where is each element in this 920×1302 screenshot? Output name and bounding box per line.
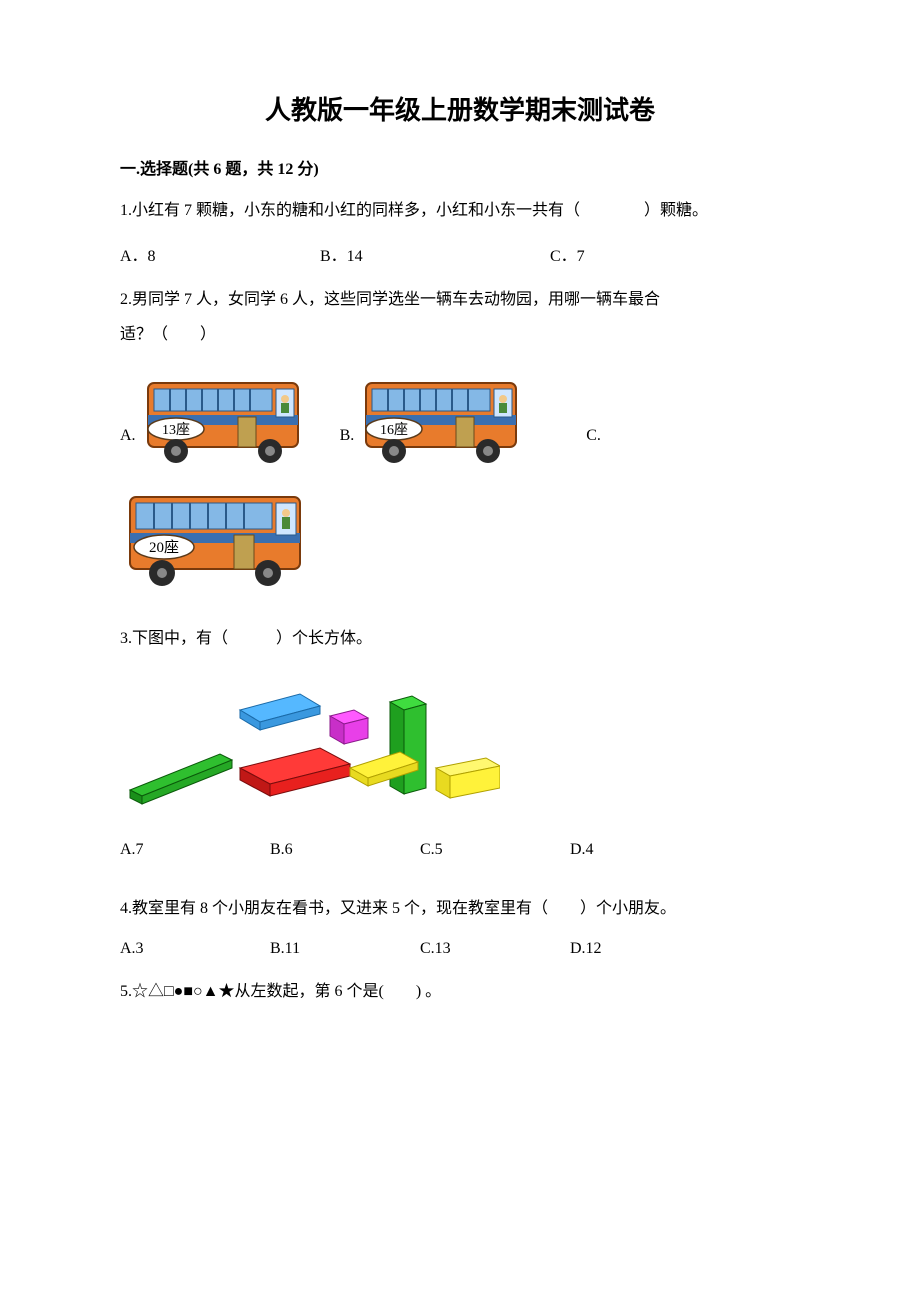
q4-option-b: B.11 <box>270 940 420 958</box>
q2-option-a-label: A. <box>120 427 136 473</box>
exam-title: 人教版一年级上册数学期末测试卷 <box>120 90 800 127</box>
q3-option-a: A.7 <box>120 841 270 859</box>
section-1-heading: 一.选择题(共 6 题，共 12 分) <box>120 155 800 179</box>
q3-option-d: D.4 <box>570 841 720 859</box>
q3-option-b: B.6 <box>270 841 420 859</box>
red-slab-shape <box>240 748 350 796</box>
q4-option-a: A.3 <box>120 940 270 958</box>
bus-icon: 16座 <box>358 373 528 468</box>
q4-option-c: C.13 <box>420 940 570 958</box>
blue-parallelogram-shape <box>240 694 320 730</box>
q4-options: A.3 B.11 C.13 D.12 <box>120 940 800 958</box>
q1-option-a: A．8 <box>120 242 320 266</box>
q2-bus-b: 16座 <box>358 373 528 473</box>
q2-bus-a: 13座 <box>140 373 310 473</box>
q1-option-b: B．14 <box>320 242 550 266</box>
green-tower-shape <box>390 696 426 794</box>
q2-bus-row-2: 20座 <box>120 485 800 595</box>
q5-text: 5.☆△□●■○▲★从左数起，第 6 个是( ) 。 <box>120 978 800 1007</box>
bus-a-seats: 13座 <box>162 422 190 438</box>
bus-icon: 20座 <box>122 485 312 590</box>
q2-option-b-label: B. <box>340 427 355 473</box>
q3-options: A.7 B.6 C.5 D.4 <box>120 841 800 859</box>
q4-option-d: D.12 <box>570 940 720 958</box>
q4-text: 4.教室里有 8 个小朋友在看书，又进来 5 个，现在教室里有（ ）个小朋友。 <box>120 895 800 924</box>
q1-option-c: C．7 <box>550 242 700 266</box>
shapes-figure-icon <box>120 672 500 812</box>
q3-text: 3.下图中，有（ ）个长方体。 <box>120 625 800 654</box>
q1-options: A．8 B．14 C．7 <box>120 242 800 266</box>
q1-text: 1.小红有 7 颗糖，小东的糖和小红的同样多，小红和小东一共有（ ）颗糖。 <box>120 197 800 226</box>
q2-option-c-label: C. <box>586 427 601 473</box>
q3-option-c: C.5 <box>420 841 570 859</box>
q2-bus-c: 20座 <box>122 485 312 595</box>
q3-figure <box>120 672 800 817</box>
q2-line2: 适？（ ） <box>120 321 800 350</box>
bus-c-seats: 20座 <box>149 539 179 556</box>
q2-bus-row-1: A. 13座 B. <box>120 373 800 473</box>
q2-line1: 2.男同学 7 人，女同学 6 人，这些同学选坐一辆车去动物园，用哪一辆车最合 <box>120 286 800 315</box>
bus-b-seats: 16座 <box>380 422 408 438</box>
yellow-box-shape <box>436 758 500 798</box>
green-bar-shape <box>130 754 232 804</box>
magenta-cube-shape <box>330 710 368 744</box>
bus-icon: 13座 <box>140 373 310 468</box>
page: 人教版一年级上册数学期末测试卷 一.选择题(共 6 题，共 12 分) 1.小红… <box>0 0 920 1063</box>
